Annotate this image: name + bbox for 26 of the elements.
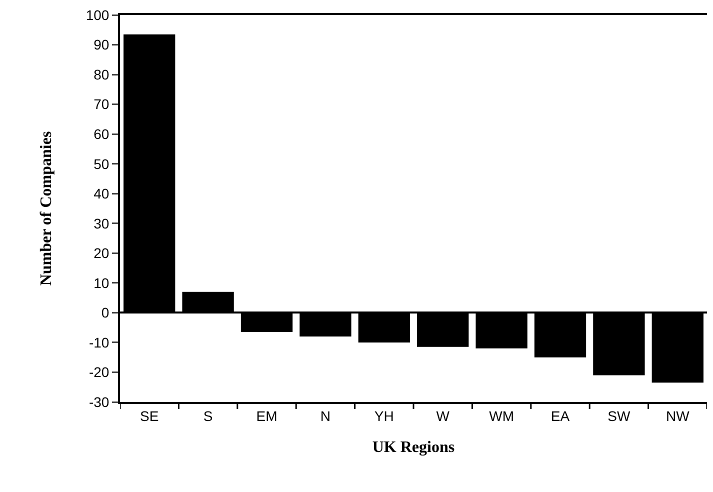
x-tick-label: SW (608, 408, 632, 424)
x-tick-label: YH (374, 408, 394, 424)
y-tick-label: 0 (101, 304, 110, 321)
x-tick-label: N (320, 408, 331, 424)
x-tick-label: EM (256, 408, 278, 424)
y-axis-title: Number of Companies (38, 131, 56, 286)
y-tick-label: 30 (94, 215, 110, 232)
y-tick-label: 90 (94, 36, 110, 53)
y-tick-label: 70 (94, 96, 110, 112)
y-tick-label: -30 (88, 394, 110, 410)
x-tick-label: NW (666, 408, 690, 424)
y-tick-label: 100 (86, 6, 110, 23)
x-axis-title: UK Regions (372, 439, 455, 456)
y-tick-label: 50 (94, 156, 110, 172)
y-tick-label: 10 (94, 274, 110, 291)
x-tick-label: WM (489, 408, 514, 424)
x-tick-label: EA (550, 408, 570, 424)
y-tick-label: 80 (94, 66, 110, 82)
y-tick-label: -10 (88, 334, 110, 350)
x-tick-label: SE (140, 408, 159, 424)
y-tick-label: 20 (94, 245, 110, 262)
y-tick-label: 40 (94, 186, 110, 202)
y-tick-label: 60 (94, 126, 110, 142)
y-tick-label: -20 (88, 364, 110, 380)
x-tick-label: S (203, 408, 213, 424)
x-tick-label: W (436, 408, 450, 424)
